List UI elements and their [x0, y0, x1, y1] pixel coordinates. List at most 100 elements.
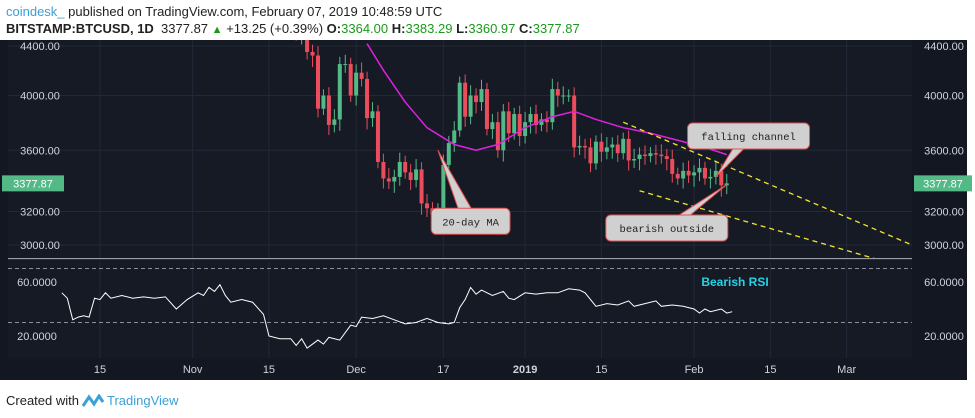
rsi-tick-right: 20.0000: [924, 331, 964, 343]
author-link[interactable]: coindesk_: [6, 4, 65, 19]
close-label: C:: [519, 21, 533, 36]
callout-box: [605, 214, 729, 242]
time-tick: 15: [595, 364, 607, 376]
candle: [572, 95, 577, 148]
candle: [337, 64, 342, 120]
candle: [697, 167, 702, 173]
candle: [523, 122, 528, 137]
price-scale: [912, 40, 967, 358]
candle: [708, 176, 713, 179]
candle: [534, 114, 538, 125]
price-chart[interactable]: falling channel 20-day MA bearish outside 4…: [0, 38, 975, 383]
candle: [425, 203, 429, 209]
tradingview-logo-icon: [81, 393, 104, 407]
candle: [446, 143, 451, 165]
time-tick: Mar: [837, 364, 856, 376]
price-tick-left: 4400.00: [20, 41, 60, 53]
candle: [305, 40, 310, 52]
candle: [365, 78, 370, 119]
candle: [724, 183, 729, 186]
candle: [321, 95, 326, 109]
price-tick-right: 3600.00: [924, 145, 964, 157]
last-price-label: 3377.87: [923, 178, 963, 190]
candle: [354, 72, 359, 96]
candle: [528, 114, 533, 123]
candle: [566, 95, 571, 97]
candle: [316, 55, 320, 109]
candle: [512, 114, 517, 134]
channel-line: [639, 190, 876, 258]
candle: [675, 173, 680, 179]
candle: [610, 144, 615, 148]
candle: [441, 164, 446, 212]
channel-line: [622, 121, 912, 246]
candle: [555, 89, 560, 96]
candle: [648, 153, 653, 157]
candle: [463, 82, 468, 117]
candle: [604, 147, 609, 152]
candle: [474, 95, 479, 103]
candle: [561, 95, 566, 97]
candle: [490, 122, 495, 130]
chart-header: coindesk_ published on TradingView.com, …: [6, 3, 580, 39]
callout-box: [430, 207, 511, 235]
up-arrow-icon: ▲: [211, 24, 223, 36]
price-tick-left: 3200.00: [20, 206, 60, 218]
last-price: 3377.87: [161, 21, 209, 36]
time-tick: 15: [94, 364, 106, 376]
candle: [637, 154, 642, 160]
left-scale: [0, 40, 8, 380]
candle: [588, 147, 593, 164]
candle: [659, 154, 664, 157]
candle: [702, 167, 707, 179]
time-tick: Dec: [346, 364, 366, 376]
candle: [713, 170, 718, 177]
change: +13.25 (+0.39%): [226, 21, 324, 36]
candle: [621, 138, 626, 154]
callout-text: falling channel: [701, 132, 796, 144]
published-text: published on TradingView.com, February 0…: [68, 4, 443, 19]
candle: [484, 89, 489, 130]
time-scale: [8, 358, 967, 380]
candle: [506, 111, 511, 134]
candle: [375, 111, 380, 162]
candle: [550, 89, 555, 123]
candle: [692, 172, 697, 176]
candle: [381, 161, 386, 179]
low-value: 3360.97: [468, 21, 516, 36]
candle: [408, 172, 413, 180]
high-value: 3383.29: [405, 21, 453, 36]
price-tick-right: 3000.00: [924, 240, 964, 252]
price-tick-right: 3200.00: [924, 206, 964, 218]
candle: [414, 169, 419, 180]
tradingview-link[interactable]: TradingView: [106, 393, 179, 408]
rsi-tick-right: 60.0000: [924, 277, 964, 289]
time-tick: 2019: [513, 364, 537, 376]
candle: [370, 111, 375, 119]
candle: [626, 138, 631, 161]
time-tick: 17: [437, 364, 449, 376]
open-label: O:: [326, 21, 342, 36]
low-label: L:: [456, 21, 469, 36]
footer: Created with TradingView: [6, 393, 179, 408]
candle: [686, 170, 691, 176]
candle: [719, 170, 724, 186]
price-plot: falling channel 20-day MA bearish outside: [8, 40, 912, 258]
candle: [479, 89, 484, 103]
close-value: 3377.87: [532, 21, 580, 36]
callout-box: [687, 122, 811, 150]
callout-text: 20-day MA: [442, 217, 499, 229]
time-tick: 15: [263, 364, 275, 376]
candle: [452, 130, 457, 144]
candle: [332, 119, 337, 125]
callout-text: bearish outside: [620, 224, 715, 236]
last-price-badge: [2, 175, 64, 192]
price-tick-left: 3600.00: [20, 145, 60, 157]
candle: [468, 95, 473, 117]
candle: [615, 144, 620, 154]
candle: [643, 154, 647, 157]
time-tick: Nov: [183, 364, 203, 376]
candle: [403, 161, 408, 173]
candle: [501, 111, 506, 151]
candle: [310, 51, 315, 56]
